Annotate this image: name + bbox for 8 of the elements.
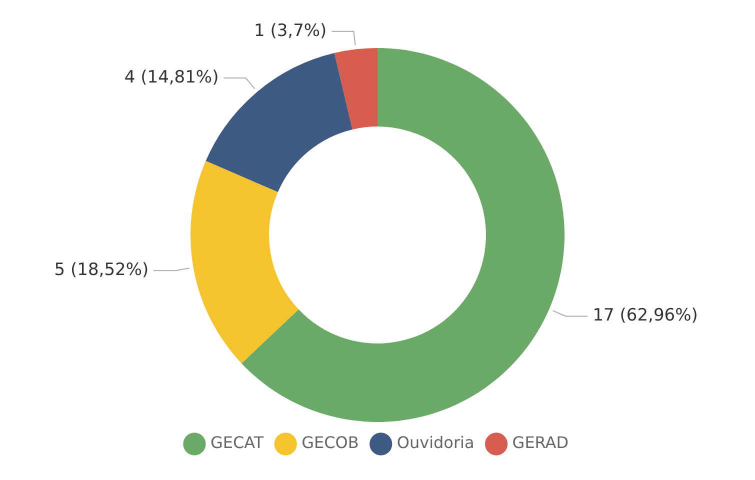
data-label: 4 (14,81%)	[124, 67, 219, 88]
legend-label: GERAD	[512, 433, 569, 452]
legend-label: GECAT	[210, 433, 264, 452]
data-label: 1 (3,7%)	[254, 20, 327, 41]
legend-label: Ouvidoria	[396, 433, 474, 452]
data-label: 5 (18,52%)	[54, 260, 149, 280]
legend-label: GECOB	[302, 433, 359, 452]
data-label: 17 (62,96%)	[592, 306, 698, 326]
